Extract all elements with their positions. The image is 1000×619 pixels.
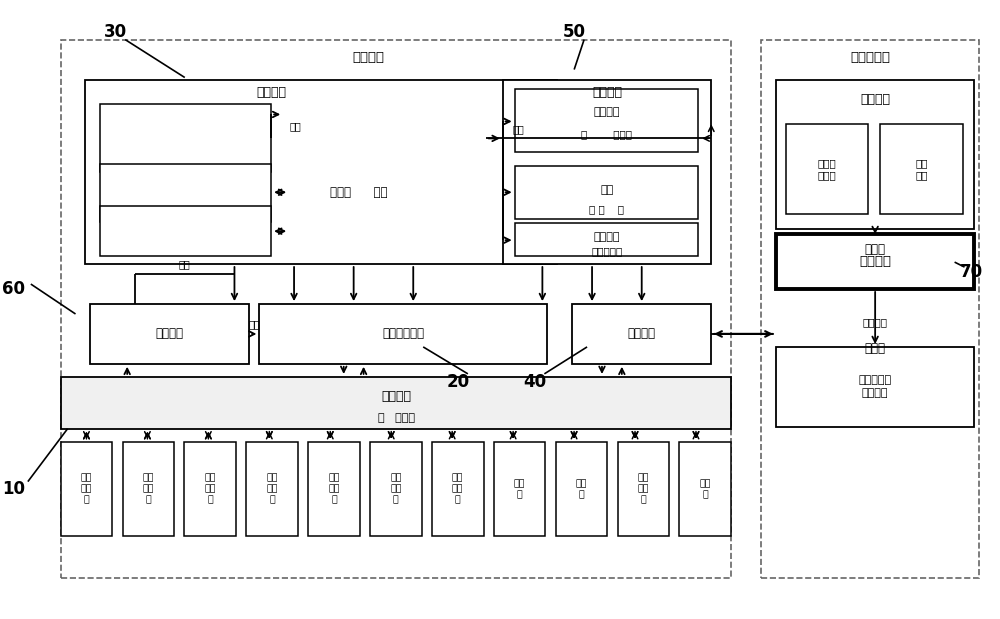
Bar xyxy=(61,377,731,429)
Bar xyxy=(123,442,174,537)
Bar xyxy=(776,347,974,426)
Bar xyxy=(503,79,711,264)
Bar xyxy=(776,234,974,289)
Text: 接口单元: 接口单元 xyxy=(381,391,411,404)
Text: 60: 60 xyxy=(2,280,25,298)
Text: 模拟
输出
路: 模拟 输出 路 xyxy=(266,474,278,504)
Bar xyxy=(761,40,979,578)
Bar xyxy=(370,442,422,537)
Text: 接口
路: 接口 路 xyxy=(514,479,525,499)
Text: 采样执行单元: 采样执行单元 xyxy=(382,327,424,340)
Text: 50: 50 xyxy=(563,23,586,41)
Text: 20: 20 xyxy=(446,373,470,391)
Text: 打印
设备: 打印 设备 xyxy=(915,158,928,181)
Text: 供电: 供电 xyxy=(179,259,191,269)
Bar xyxy=(786,124,868,214)
Text: 模拟
输入
路: 模拟 输入 路 xyxy=(328,474,340,504)
Text: 遥信
输入
路: 遥信 输入 路 xyxy=(204,474,216,504)
Text: 计算机系统: 计算机系统 xyxy=(850,51,890,64)
Bar xyxy=(556,442,607,537)
Bar xyxy=(100,164,271,222)
Bar xyxy=(308,442,360,537)
Text: 40: 40 xyxy=(523,373,546,391)
Bar xyxy=(100,105,271,172)
Text: 辅助设备: 辅助设备 xyxy=(860,93,890,106)
Text: 处理单元: 处理单元 xyxy=(256,86,286,99)
Text: 按键电路: 按键电路 xyxy=(594,232,620,242)
Bar xyxy=(61,40,731,578)
Bar xyxy=(776,79,974,229)
Bar xyxy=(100,206,271,256)
Text: 遥控
输出
路: 遥控 输出 路 xyxy=(143,474,154,504)
Bar xyxy=(85,79,557,264)
Text: 计算机: 计算机 xyxy=(865,243,886,256)
Text: 生产信息化
管理系统: 生产信息化 管理系统 xyxy=(859,375,892,399)
Bar xyxy=(515,167,698,219)
Text: 脉冲
输出
路: 脉冲 输出 路 xyxy=(390,474,402,504)
Text: 人机界面: 人机界面 xyxy=(592,86,622,99)
Text: 总线: 总线 xyxy=(513,124,524,134)
Text: （ 个    ）: （ 个 ） xyxy=(589,204,624,214)
Bar xyxy=(572,304,711,364)
Bar xyxy=(618,442,669,537)
Text: 检测软件: 检测软件 xyxy=(859,255,891,268)
Text: 嵌入式      系统: 嵌入式 系统 xyxy=(330,186,387,199)
Text: 交流
输入
路: 交流 输入 路 xyxy=(81,474,92,504)
Text: 通讯单元: 通讯单元 xyxy=(628,327,656,340)
Text: 脉冲
输入
路: 脉冲 输入 路 xyxy=(452,474,464,504)
Bar xyxy=(259,304,547,364)
Text: 网络连接: 网络连接 xyxy=(863,317,888,327)
Bar xyxy=(246,442,298,537)
Text: 液晶显示: 液晶显示 xyxy=(594,108,620,118)
Text: 服务器: 服务器 xyxy=(865,342,886,355)
Text: 30: 30 xyxy=(104,23,127,41)
Text: 电源单元: 电源单元 xyxy=(156,327,184,340)
Text: （        点阵）: （ 点阵） xyxy=(581,129,632,139)
Bar xyxy=(515,223,698,256)
Text: 红外
接口
路: 红外 接口 路 xyxy=(638,474,649,504)
Text: 共   组接口: 共 组接口 xyxy=(378,413,415,423)
Bar xyxy=(679,442,731,537)
Text: 总线: 总线 xyxy=(289,121,301,131)
Text: 检测工装: 检测工装 xyxy=(353,51,385,64)
Bar xyxy=(184,442,236,537)
Text: 10: 10 xyxy=(2,480,25,498)
Bar xyxy=(61,442,112,537)
Text: （个按键）: （个按键） xyxy=(591,246,623,256)
Bar xyxy=(515,90,698,152)
Bar xyxy=(494,442,545,537)
Text: 显示: 显示 xyxy=(600,185,614,195)
Bar xyxy=(880,124,963,214)
Text: 接口
路: 接口 路 xyxy=(576,479,587,499)
Bar xyxy=(432,442,484,537)
Text: 条码扫
描设备: 条码扫 描设备 xyxy=(818,158,836,181)
Text: 供电: 供电 xyxy=(248,319,260,329)
Bar xyxy=(90,304,249,364)
Text: 70: 70 xyxy=(960,263,983,281)
Text: 接口
路: 接口 路 xyxy=(700,479,711,499)
